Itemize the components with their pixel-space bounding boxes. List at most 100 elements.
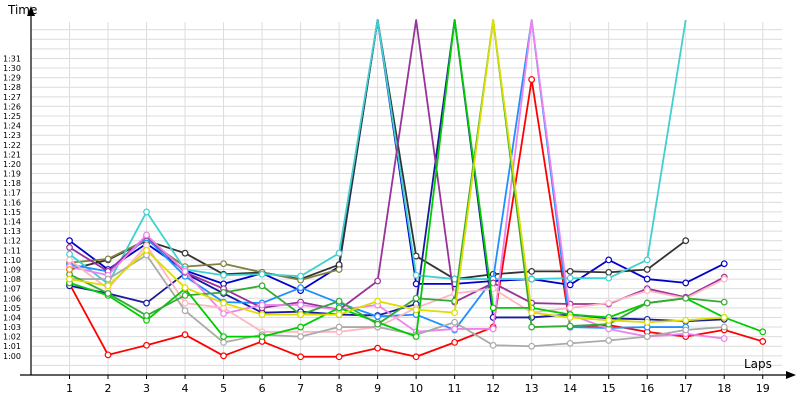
data-point	[759, 328, 767, 336]
data-point	[451, 338, 459, 346]
data-point	[143, 299, 150, 307]
data-point	[528, 268, 536, 275]
x-tick-label: 12	[486, 382, 500, 395]
data-point	[181, 331, 189, 339]
y-tick-label: 1:15	[3, 208, 21, 217]
y-tick-label: 1:06	[3, 294, 21, 303]
x-tick-label: 3	[143, 382, 150, 395]
data-point	[297, 301, 304, 309]
x-tick-label: 1	[66, 382, 73, 395]
data-point	[181, 307, 189, 315]
data-point	[566, 314, 574, 321]
y-tick-label: 1:01	[3, 342, 21, 351]
y-tick-label: 1:13	[3, 227, 21, 236]
data-point	[335, 323, 343, 331]
data-point	[605, 299, 613, 307]
series-line	[69, 254, 725, 348]
x-tick-label: 9	[374, 382, 381, 395]
data-point	[181, 284, 189, 292]
data-point	[220, 260, 227, 268]
series-14	[66, 266, 73, 273]
series-group	[66, 19, 767, 361]
x-tick-label: 6	[259, 382, 266, 395]
data-point	[759, 338, 767, 345]
y-tick-labels: 1:001:011:021:031:041:051:061:071:081:09…	[3, 54, 21, 360]
data-point	[412, 353, 420, 361]
data-point	[605, 268, 613, 276]
data-point	[220, 333, 227, 341]
data-point	[220, 299, 227, 307]
data-point	[297, 311, 304, 318]
data-point	[528, 309, 536, 317]
data-point	[566, 268, 574, 275]
data-point	[66, 250, 73, 258]
x-tick-label: 15	[602, 382, 616, 395]
data-point	[643, 275, 651, 283]
y-tick-label: 1:10	[3, 256, 21, 265]
data-point	[143, 231, 150, 239]
series-line	[68, 19, 687, 285]
data-point	[335, 304, 343, 312]
y-tick-label: 1:00	[3, 352, 21, 361]
data-point	[297, 353, 304, 361]
data-point	[181, 299, 189, 307]
y-tick-label: 1:05	[3, 304, 21, 313]
data-point	[566, 339, 574, 347]
data-point	[643, 256, 651, 264]
series-line	[69, 19, 725, 323]
x-tick-label: 4	[182, 382, 189, 395]
data-point	[643, 333, 651, 341]
data-point	[143, 208, 150, 216]
y-tick-label: 1:02	[3, 333, 21, 342]
y-tick-label: 1:26	[3, 102, 21, 111]
data-point	[528, 275, 536, 283]
x-tick-label: 11	[448, 382, 462, 395]
data-point	[104, 351, 112, 359]
data-point	[66, 266, 73, 273]
data-point	[451, 318, 459, 326]
data-point	[297, 333, 304, 341]
data-point	[181, 291, 189, 299]
data-point	[181, 268, 189, 275]
data-point	[143, 246, 150, 254]
data-point	[220, 352, 227, 360]
data-point	[566, 274, 574, 282]
data-point	[605, 337, 613, 344]
data-point	[643, 318, 651, 326]
data-point	[374, 313, 382, 320]
series-2	[66, 19, 728, 325]
data-point	[374, 344, 382, 352]
y-tick-label: 1:30	[3, 64, 21, 73]
series-10	[66, 251, 728, 350]
data-point	[682, 326, 690, 334]
data-point	[720, 260, 728, 268]
y-tick-label: 1:09	[3, 265, 21, 274]
y-tick-label: 1:24	[3, 122, 21, 131]
data-point	[720, 275, 728, 283]
data-point	[412, 294, 420, 302]
data-point	[489, 325, 497, 333]
data-point	[489, 341, 497, 349]
data-point	[566, 304, 574, 312]
x-axis-title: Laps	[744, 357, 772, 371]
data-point	[720, 298, 728, 306]
axes	[20, 6, 796, 379]
data-point	[220, 310, 227, 318]
data-point	[528, 76, 536, 83]
y-tick-label: 1:11	[3, 246, 21, 255]
y-tick-label: 1:29	[3, 74, 21, 83]
data-point	[66, 275, 73, 283]
x-tick-label: 19	[756, 382, 770, 395]
y-tick-label: 1:25	[3, 112, 21, 121]
y-tick-label: 1:27	[3, 93, 21, 102]
data-point	[489, 304, 497, 312]
data-point	[451, 309, 459, 317]
data-point	[412, 333, 420, 341]
x-tick-label: 2	[105, 382, 112, 395]
x-tick-label: 10	[409, 382, 423, 395]
y-tick-label: 1:23	[3, 131, 21, 140]
data-point	[682, 294, 690, 302]
data-point	[220, 338, 227, 346]
series-13	[66, 19, 728, 326]
data-point	[374, 297, 382, 305]
